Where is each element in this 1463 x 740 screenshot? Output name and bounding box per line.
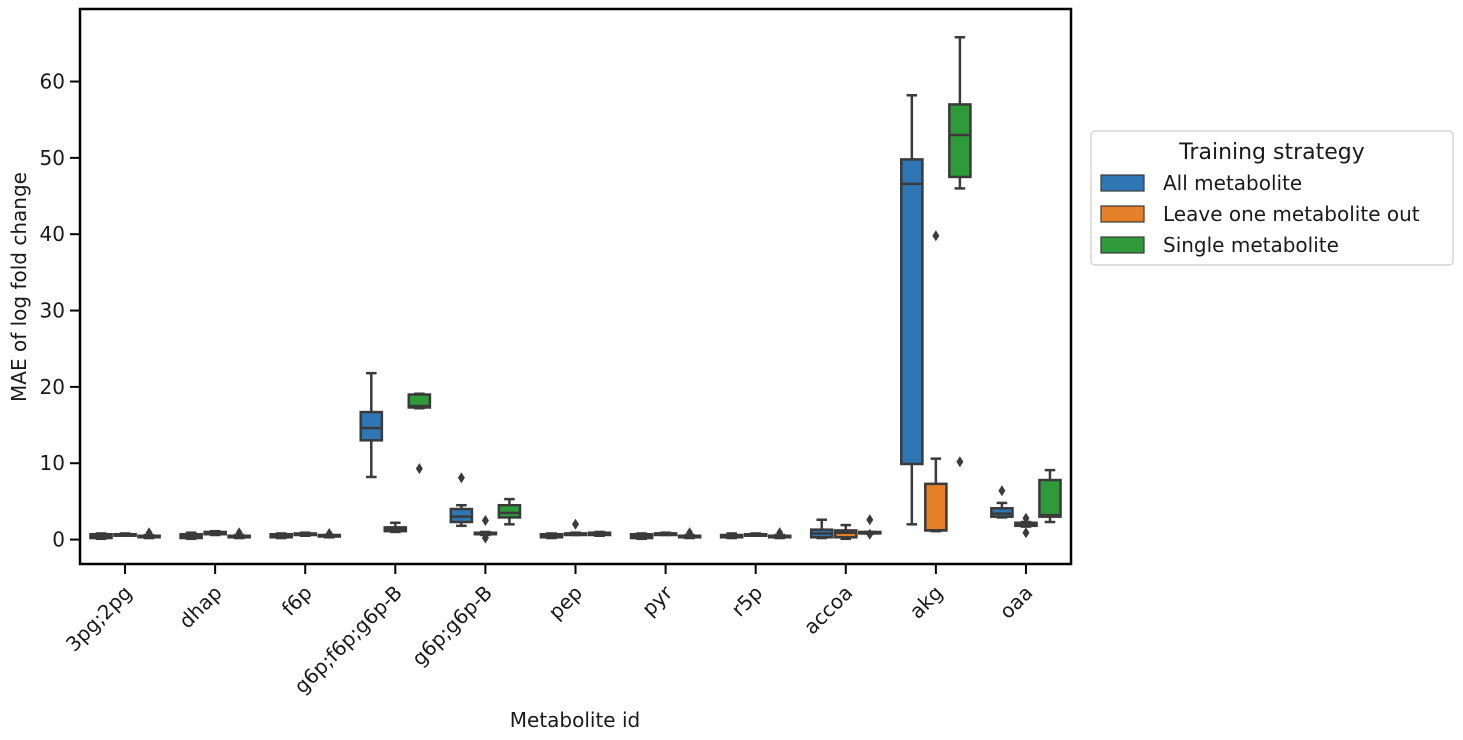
x-tick-label: g6p;g6p-B [407, 581, 497, 671]
box-group [1038, 468, 1062, 524]
outlier-point [866, 528, 874, 540]
y-tick-label: 50 [40, 146, 65, 170]
legend: Training strategy All metabolite Leave on… [1090, 130, 1454, 266]
outlier-point [1022, 512, 1030, 524]
box-group [653, 531, 678, 537]
box-group [383, 521, 408, 534]
box-group [629, 532, 654, 541]
legend-label: Single metabolite [1163, 233, 1339, 257]
legend-label: All metabolite [1163, 171, 1302, 195]
box-group [137, 527, 161, 540]
x-tick-label: pep [543, 581, 587, 625]
y-tick-label: 0 [52, 528, 65, 552]
x-tick-label: dhap [174, 581, 227, 634]
box-group [857, 514, 882, 540]
box-group [89, 532, 113, 541]
y-tick-label: 20 [40, 375, 65, 399]
box-elements [89, 35, 1062, 544]
box-group [587, 530, 612, 538]
y-tick-label: 10 [40, 451, 65, 475]
box-group [1014, 512, 1038, 539]
box-group [293, 531, 318, 538]
box-group [900, 94, 924, 526]
box-group [767, 527, 792, 540]
legend-label: Leave one metabolite out [1163, 202, 1420, 226]
outlier-point [866, 514, 874, 526]
y-axis-label: MAE of log fold change [7, 172, 31, 402]
outlier-point [235, 527, 243, 539]
x-tick-label: pyr [637, 580, 678, 621]
outlier-point [1022, 527, 1030, 539]
box-group [563, 518, 588, 537]
box-group [539, 532, 564, 540]
y-tick-label: 30 [40, 299, 65, 323]
x-tick-label: f6p [277, 581, 317, 621]
box-group [227, 527, 251, 540]
box-group [497, 497, 522, 526]
box-iqr [924, 482, 948, 532]
box-group [719, 532, 744, 540]
box-iqr [359, 410, 384, 442]
outlier-point [956, 456, 964, 468]
box-group [359, 371, 384, 479]
y-tick-label: 40 [40, 222, 65, 246]
outlier-point [776, 527, 784, 539]
y-tick-label: 60 [40, 70, 65, 94]
box-iqr [407, 393, 432, 409]
x-axis-label: Metabolite id [510, 708, 640, 732]
x-tick-label: akg [905, 581, 948, 624]
legend-swatch [1100, 236, 1145, 254]
box-group [269, 532, 294, 540]
outlier-point [457, 472, 465, 484]
x-tick-label: r5p [726, 581, 767, 622]
outlier-point [145, 527, 153, 539]
outlier-point [686, 527, 694, 539]
legend-swatch [1100, 174, 1145, 192]
box-iqr [900, 158, 924, 466]
box-group [317, 527, 342, 539]
box-iqr [948, 103, 972, 179]
outlier-point [481, 532, 489, 544]
x-tick-label: 3pg;2pg [61, 581, 137, 657]
box-group [924, 230, 948, 533]
box-iqr [497, 503, 522, 519]
legend-frame [1090, 130, 1454, 266]
outlier-point [932, 230, 940, 242]
outlier-point [325, 527, 333, 539]
y-axis: 0 10 20 30 40 50 60 [40, 70, 80, 552]
box-group [203, 529, 227, 537]
box-group [449, 472, 474, 528]
outlier-point [481, 514, 489, 526]
box-group [990, 485, 1014, 519]
box-group [743, 532, 768, 538]
box-group [179, 531, 203, 541]
box-group [407, 392, 432, 475]
box-group [473, 514, 498, 544]
x-tick-label: oaa [995, 581, 1038, 624]
box-group [948, 35, 972, 468]
box-group [833, 523, 858, 541]
legend-swatch [1100, 205, 1145, 223]
outlier-point [415, 463, 423, 475]
outlier-point [572, 518, 579, 530]
x-tick-label: accoa [799, 581, 858, 640]
outlier-point [998, 485, 1006, 497]
box-group [677, 527, 702, 540]
box-group [809, 518, 834, 540]
box-iqr [1038, 478, 1062, 518]
box-group [113, 532, 137, 537]
legend-title: Training strategy [1178, 140, 1365, 165]
